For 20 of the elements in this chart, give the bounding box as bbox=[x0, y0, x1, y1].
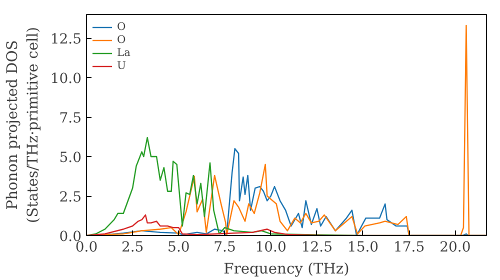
y-axis-title: Phonon projected DOS (States/THz·primitive cell) bbox=[4, 26, 42, 224]
x-tick-label: 5.0 bbox=[168, 240, 190, 256]
x-axis-title: Frequency (THz) bbox=[224, 260, 350, 278]
legend-label: U bbox=[117, 59, 127, 72]
y-tick-label: 2.5 bbox=[59, 190, 82, 206]
x-tick-label: 17.5 bbox=[393, 240, 425, 256]
legend-label: O bbox=[117, 33, 127, 46]
y-tick-label: 7.5 bbox=[59, 110, 82, 127]
x-tick-label: 15.0 bbox=[347, 240, 379, 256]
y-tick-label: 5.0 bbox=[59, 150, 82, 166]
y-tick-label: 12.5 bbox=[50, 32, 82, 48]
x-tick-label: 0.0 bbox=[75, 240, 98, 256]
x-tick-label: 2.5 bbox=[121, 240, 144, 256]
legend-label: La bbox=[117, 46, 132, 59]
x-tick-label: 20.0 bbox=[440, 240, 471, 256]
x-tick-label: 7.5 bbox=[214, 240, 236, 256]
x-tick-label: 10.0 bbox=[255, 240, 286, 256]
legend-label: O bbox=[117, 20, 127, 33]
x-tick-label: 12.5 bbox=[301, 240, 332, 256]
y-tick-label: 10.0 bbox=[50, 71, 82, 88]
